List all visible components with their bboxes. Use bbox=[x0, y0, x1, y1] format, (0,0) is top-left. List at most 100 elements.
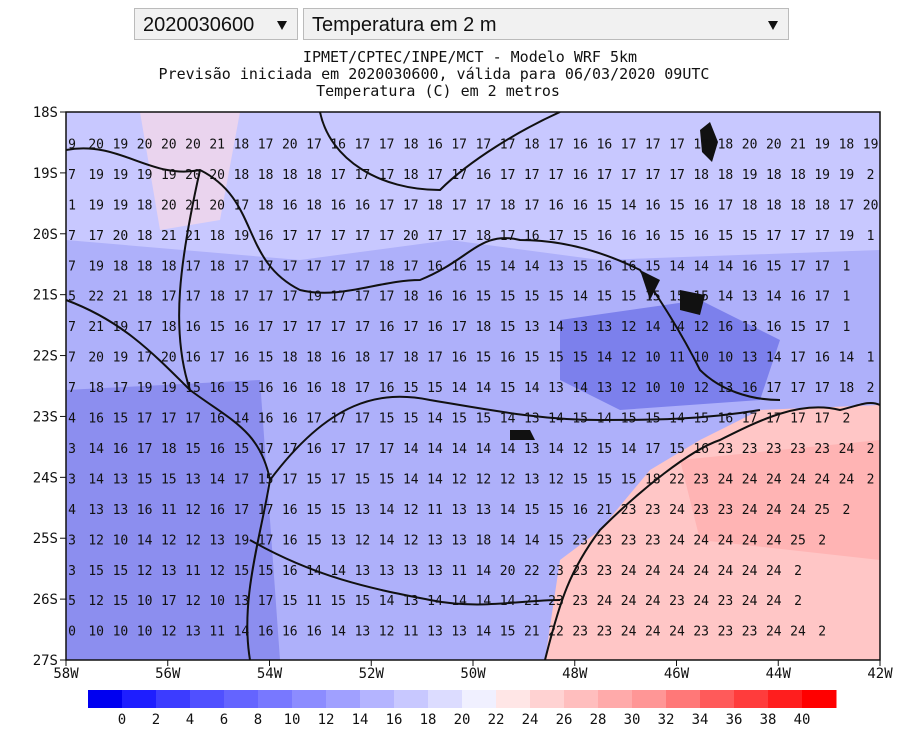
grid-value: 16 bbox=[209, 442, 225, 457]
grid-value: 17 bbox=[258, 290, 274, 305]
grid-value: 14 bbox=[234, 625, 250, 640]
grid-value: 17 bbox=[645, 442, 661, 457]
grid-value: 17 bbox=[355, 137, 371, 152]
grid-value: 15 bbox=[355, 472, 371, 487]
grid-value: 14 bbox=[427, 594, 443, 609]
date-select[interactable]: 2020030600 bbox=[134, 8, 298, 40]
grid-value: 17 bbox=[330, 290, 346, 305]
grid-value: 9 bbox=[68, 137, 76, 152]
grid-value: 16 bbox=[282, 381, 298, 396]
grid-value: 15 bbox=[621, 472, 637, 487]
grid-value: 17 bbox=[451, 229, 467, 244]
grid-value: 16 bbox=[137, 503, 153, 518]
colorbar-box bbox=[734, 690, 769, 708]
grid-value: 15 bbox=[427, 381, 443, 396]
grid-value: 23 bbox=[645, 503, 661, 518]
grid-value: 19 bbox=[113, 168, 129, 183]
grid-value: 23 bbox=[742, 442, 758, 457]
grid-value: 17 bbox=[814, 381, 830, 396]
grid-value: 14 bbox=[330, 564, 346, 579]
grid-value: 19 bbox=[88, 259, 104, 274]
grid-value: 15 bbox=[185, 381, 201, 396]
grid-value: 19 bbox=[839, 168, 855, 183]
grid-value: 14 bbox=[500, 533, 516, 548]
grid-value: 21 bbox=[88, 320, 104, 335]
grid-value: 16 bbox=[282, 564, 298, 579]
grid-value: 17 bbox=[766, 381, 782, 396]
lat-label: 20S bbox=[33, 227, 58, 243]
grid-value: 17 bbox=[185, 290, 201, 305]
lon-label: 46W bbox=[664, 666, 690, 682]
colorbar-box bbox=[156, 690, 191, 708]
grid-value: 15 bbox=[669, 442, 685, 457]
grid-value: 24 bbox=[790, 503, 806, 518]
grid-value: 10 bbox=[718, 351, 734, 366]
grid-value: 15 bbox=[524, 503, 540, 518]
grid-value: 15 bbox=[185, 442, 201, 457]
grid-value: 13 bbox=[451, 533, 467, 548]
grid-value: 14 bbox=[451, 442, 467, 457]
grid-value: 24 bbox=[839, 442, 855, 457]
grid-value: 17 bbox=[814, 320, 830, 335]
grid-value: 25 bbox=[814, 503, 830, 518]
colorbar-box bbox=[292, 690, 327, 708]
grid-value: 16 bbox=[306, 381, 322, 396]
grid-value: 17 bbox=[500, 168, 516, 183]
grid-value: 15 bbox=[572, 259, 588, 274]
grid-value: 15 bbox=[113, 594, 129, 609]
grid-value: 17 bbox=[839, 198, 855, 213]
grid-value: 12 bbox=[137, 564, 153, 579]
grid-value: 17 bbox=[500, 229, 516, 244]
grid-value: 17 bbox=[234, 503, 250, 518]
grid-value: 15 bbox=[258, 564, 274, 579]
grid-value: 15 bbox=[403, 381, 419, 396]
grid-value: 20 bbox=[209, 198, 225, 213]
grid-value: 15 bbox=[330, 503, 346, 518]
grid-value: 17 bbox=[790, 381, 806, 396]
grid-value: 13 bbox=[597, 320, 613, 335]
grid-value: 12 bbox=[161, 533, 177, 548]
grid-value: 10 bbox=[669, 381, 685, 396]
grid-value: 17 bbox=[330, 412, 346, 427]
grid-value: 17 bbox=[379, 198, 395, 213]
grid-value: 7 bbox=[68, 259, 76, 274]
grid-value: 15 bbox=[669, 198, 685, 213]
grid-value: 23 bbox=[766, 442, 782, 457]
grid-value: 2 bbox=[842, 412, 850, 427]
grid-value: 12 bbox=[693, 381, 709, 396]
grid-value: 17 bbox=[621, 137, 637, 152]
grid-value: 15 bbox=[597, 198, 613, 213]
grid-value: 17 bbox=[427, 168, 443, 183]
grid-value: 11 bbox=[161, 503, 177, 518]
grid-value: 18 bbox=[766, 198, 782, 213]
colorbar-box bbox=[768, 690, 803, 708]
grid-value: 18 bbox=[476, 229, 492, 244]
grid-value: 13 bbox=[572, 320, 588, 335]
grid-value: 18 bbox=[161, 259, 177, 274]
grid-value: 21 bbox=[185, 198, 201, 213]
lon-label: 42W bbox=[867, 666, 893, 682]
grid-value: 18 bbox=[403, 290, 419, 305]
grid-value: 13 bbox=[718, 381, 734, 396]
lat-label: 18S bbox=[33, 105, 58, 121]
grid-value: 17 bbox=[814, 290, 830, 305]
grid-value: 18 bbox=[137, 290, 153, 305]
lon-label: 48W bbox=[562, 666, 588, 682]
grid-value: 14 bbox=[476, 625, 492, 640]
shading: 9 20 19 20 20 20 21 18 17 20 17 16 17 17 18 16 17 17 17 18 1… bbox=[66, 112, 880, 660]
grid-value: 23 bbox=[597, 625, 613, 640]
grid-value: 23 bbox=[693, 472, 709, 487]
grid-value: 14 bbox=[548, 412, 564, 427]
grid-value: 17 bbox=[330, 259, 346, 274]
grid-value: 14 bbox=[234, 412, 250, 427]
variable-select[interactable]: Temperatura em 2 m bbox=[303, 8, 789, 40]
grid-value: 20 bbox=[113, 229, 129, 244]
colorbar-label: 34 bbox=[692, 712, 709, 728]
grid-value: 13 bbox=[355, 625, 371, 640]
grid-value: 14 bbox=[839, 351, 855, 366]
grid-value: 20 bbox=[500, 564, 516, 579]
grid-value: 15 bbox=[524, 290, 540, 305]
grid-value: 16 bbox=[718, 320, 734, 335]
grid-value: 18 bbox=[645, 472, 661, 487]
grid-value: 12 bbox=[185, 594, 201, 609]
